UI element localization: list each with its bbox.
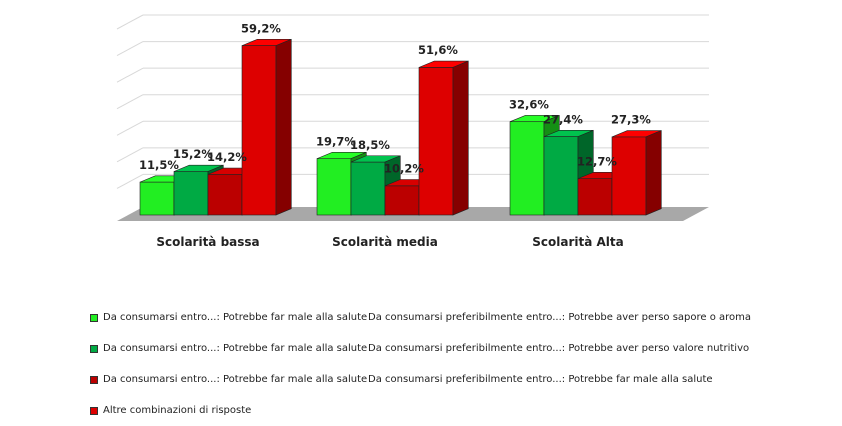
gridline: [116, 67, 144, 83]
bar: [418, 67, 454, 216]
legend-label-b: Da consumarsi preferibilmente entro...: …: [368, 312, 752, 323]
data-label: 59,2%: [241, 21, 281, 35]
bar: [350, 161, 386, 216]
category-labels: Scolarità bassa Scolarità media Scolarità …: [156, 235, 623, 249]
legend-swatch: [90, 406, 98, 415]
legend-label-a: Da consumarsi entro...: Potrebbe far mal…: [103, 312, 368, 323]
gridline: [116, 14, 144, 30]
bar: [173, 171, 209, 216]
category-label: Scolarità bassa: [156, 235, 259, 249]
legend-label-a: Altre combinazioni di risposte: [103, 405, 252, 416]
legend-item: Da consumarsi entro...: Potrebbe far mal…: [90, 302, 751, 333]
data-label: 15,2%: [173, 147, 213, 161]
legend-swatch: [90, 344, 98, 353]
gridline: [116, 120, 144, 136]
bar: [543, 136, 579, 216]
category-label: Scolarità media: [332, 235, 438, 249]
data-label: 27,3%: [611, 113, 651, 127]
bar-chart: 11,5%15,2%14,2% 59,2% 19,7%18,5% 10,2% 51,6%…: [116, 14, 709, 249]
legend-label-b: Da consumarsi preferibilmente entro...: …: [368, 343, 750, 354]
bar: [577, 178, 613, 216]
bar: [316, 158, 352, 216]
gridline: [116, 173, 144, 189]
data-labels: 11,5%15,2%14,2% 59,2% 19,7%18,5% 10,2% 51,6%…: [139, 21, 651, 175]
legend-label-a: Da consumarsi entro...: Potrebbe far mal…: [103, 343, 368, 354]
data-label: 18,5%: [350, 138, 390, 152]
legend-item: Da consumarsi entro...: Potrebbe far mal…: [90, 333, 751, 364]
bar: [384, 185, 420, 216]
gridline: [116, 41, 144, 57]
bar: [139, 181, 175, 216]
data-label: 10,2%: [384, 162, 424, 176]
legend-label-b: Da consumarsi preferibilmente entro...: …: [368, 374, 713, 385]
data-label: 32,6%: [509, 97, 549, 111]
bar: [241, 45, 277, 216]
bars: [139, 38, 662, 216]
data-label: 14,2%: [207, 150, 247, 164]
legend-swatch: [90, 375, 98, 384]
bar: [611, 136, 647, 216]
bar: [509, 121, 545, 216]
bar-side: [452, 60, 469, 216]
bar: [207, 174, 243, 216]
legend-item: Altre combinazioni di risposte: [90, 395, 751, 426]
gridline: [116, 94, 144, 110]
bar-side: [645, 130, 662, 216]
data-label: 27,4%: [543, 112, 583, 126]
data-label: 51,6%: [418, 43, 458, 57]
data-label: 12,7%: [577, 154, 617, 168]
category-label: Scolarità Alta: [532, 235, 624, 249]
bar-side: [275, 38, 292, 216]
legend-item: Da consumarsi entro...: Potrebbe far mal…: [90, 364, 751, 395]
legend: Da consumarsi entro...: Potrebbe far mal…: [90, 302, 751, 426]
gridline: [116, 147, 144, 163]
legend-label-a: Da consumarsi entro...: Potrebbe far mal…: [103, 374, 368, 385]
data-label: 19,7%: [316, 134, 356, 148]
legend-swatch: [90, 313, 98, 322]
data-label: 11,5%: [139, 158, 179, 172]
